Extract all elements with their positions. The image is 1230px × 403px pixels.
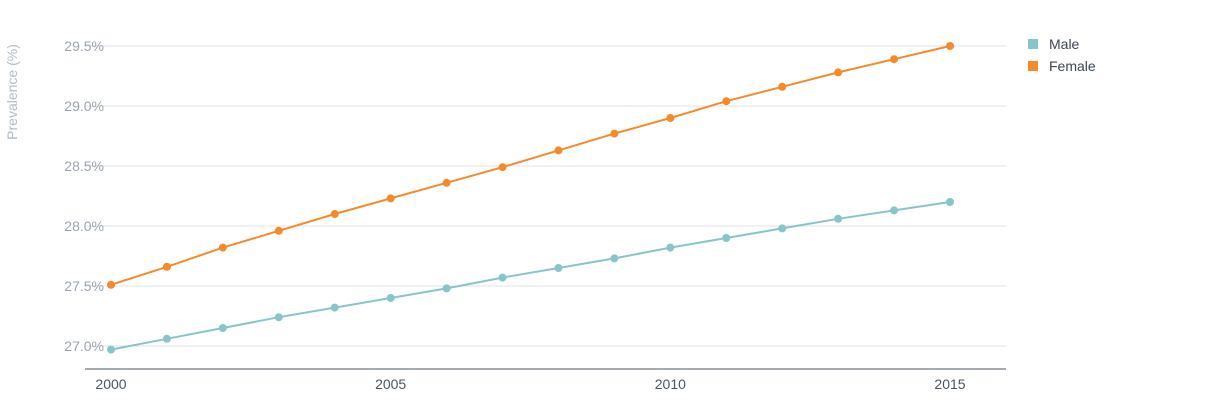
data-point-female[interactable] xyxy=(554,146,563,155)
y-tick-label: 28.5% xyxy=(64,158,104,174)
x-tick-label: 2015 xyxy=(934,376,965,392)
grid-lines xyxy=(85,45,1006,347)
y-axis-ticks: 27.0% 27.5% 28.0% 28.5% 29.0% 29.5% xyxy=(64,38,104,354)
y-tick-label: 29.0% xyxy=(64,98,104,114)
legend-label-male: Male xyxy=(1049,36,1080,52)
data-point-female[interactable] xyxy=(274,226,283,235)
x-tick-label: 2000 xyxy=(95,376,126,392)
legend-label-female: Female xyxy=(1049,58,1096,74)
data-point-female[interactable] xyxy=(162,262,171,271)
series-line-female xyxy=(110,45,951,286)
data-point-male[interactable] xyxy=(554,264,563,272)
y-axis-label: Prevalence (%) xyxy=(4,44,20,140)
data-point-female[interactable] xyxy=(946,42,954,50)
data-point-male[interactable] xyxy=(890,206,899,215)
data-point-male[interactable] xyxy=(274,313,283,322)
x-tick-label: 2005 xyxy=(375,376,406,392)
x-axis-ticks: 2000 2005 2010 2015 xyxy=(95,376,965,392)
legend: Male Female xyxy=(1028,33,1096,77)
data-point-male[interactable] xyxy=(722,234,731,242)
series-group xyxy=(107,42,954,354)
data-point-male[interactable] xyxy=(162,334,171,343)
y-tick-label: 27.5% xyxy=(64,278,104,294)
data-point-female[interactable] xyxy=(442,178,451,187)
data-point-female[interactable] xyxy=(722,97,731,106)
legend-item-male[interactable]: Male xyxy=(1028,33,1096,55)
data-point-male[interactable] xyxy=(610,254,619,263)
y-tick-label: 29.5% xyxy=(64,38,104,54)
legend-swatch-female xyxy=(1028,61,1038,71)
data-point-male[interactable] xyxy=(386,294,395,302)
x-tick-label: 2010 xyxy=(655,376,686,392)
data-point-male[interactable] xyxy=(498,273,507,282)
y-tick-label: 27.0% xyxy=(64,338,104,354)
data-point-female[interactable] xyxy=(498,163,507,172)
data-point-female[interactable] xyxy=(610,129,619,138)
data-point-female[interactable] xyxy=(330,210,339,218)
series-line-male xyxy=(110,201,951,351)
y-tick-label: 28.0% xyxy=(64,218,104,234)
data-point-male[interactable] xyxy=(107,345,115,354)
data-point-female[interactable] xyxy=(107,280,115,289)
data-point-male[interactable] xyxy=(442,284,451,293)
data-point-male[interactable] xyxy=(666,243,675,252)
data-point-female[interactable] xyxy=(778,82,787,91)
legend-item-female[interactable]: Female xyxy=(1028,55,1096,77)
data-point-male[interactable] xyxy=(218,324,227,332)
legend-swatch-male xyxy=(1028,39,1038,49)
data-point-male[interactable] xyxy=(330,303,339,312)
data-point-female[interactable] xyxy=(386,194,395,203)
data-point-female[interactable] xyxy=(666,114,675,122)
data-point-male[interactable] xyxy=(946,198,954,206)
data-point-female[interactable] xyxy=(834,68,843,77)
data-point-male[interactable] xyxy=(834,214,843,223)
data-point-male[interactable] xyxy=(778,224,787,233)
data-point-female[interactable] xyxy=(218,243,227,252)
data-point-female[interactable] xyxy=(890,55,899,64)
